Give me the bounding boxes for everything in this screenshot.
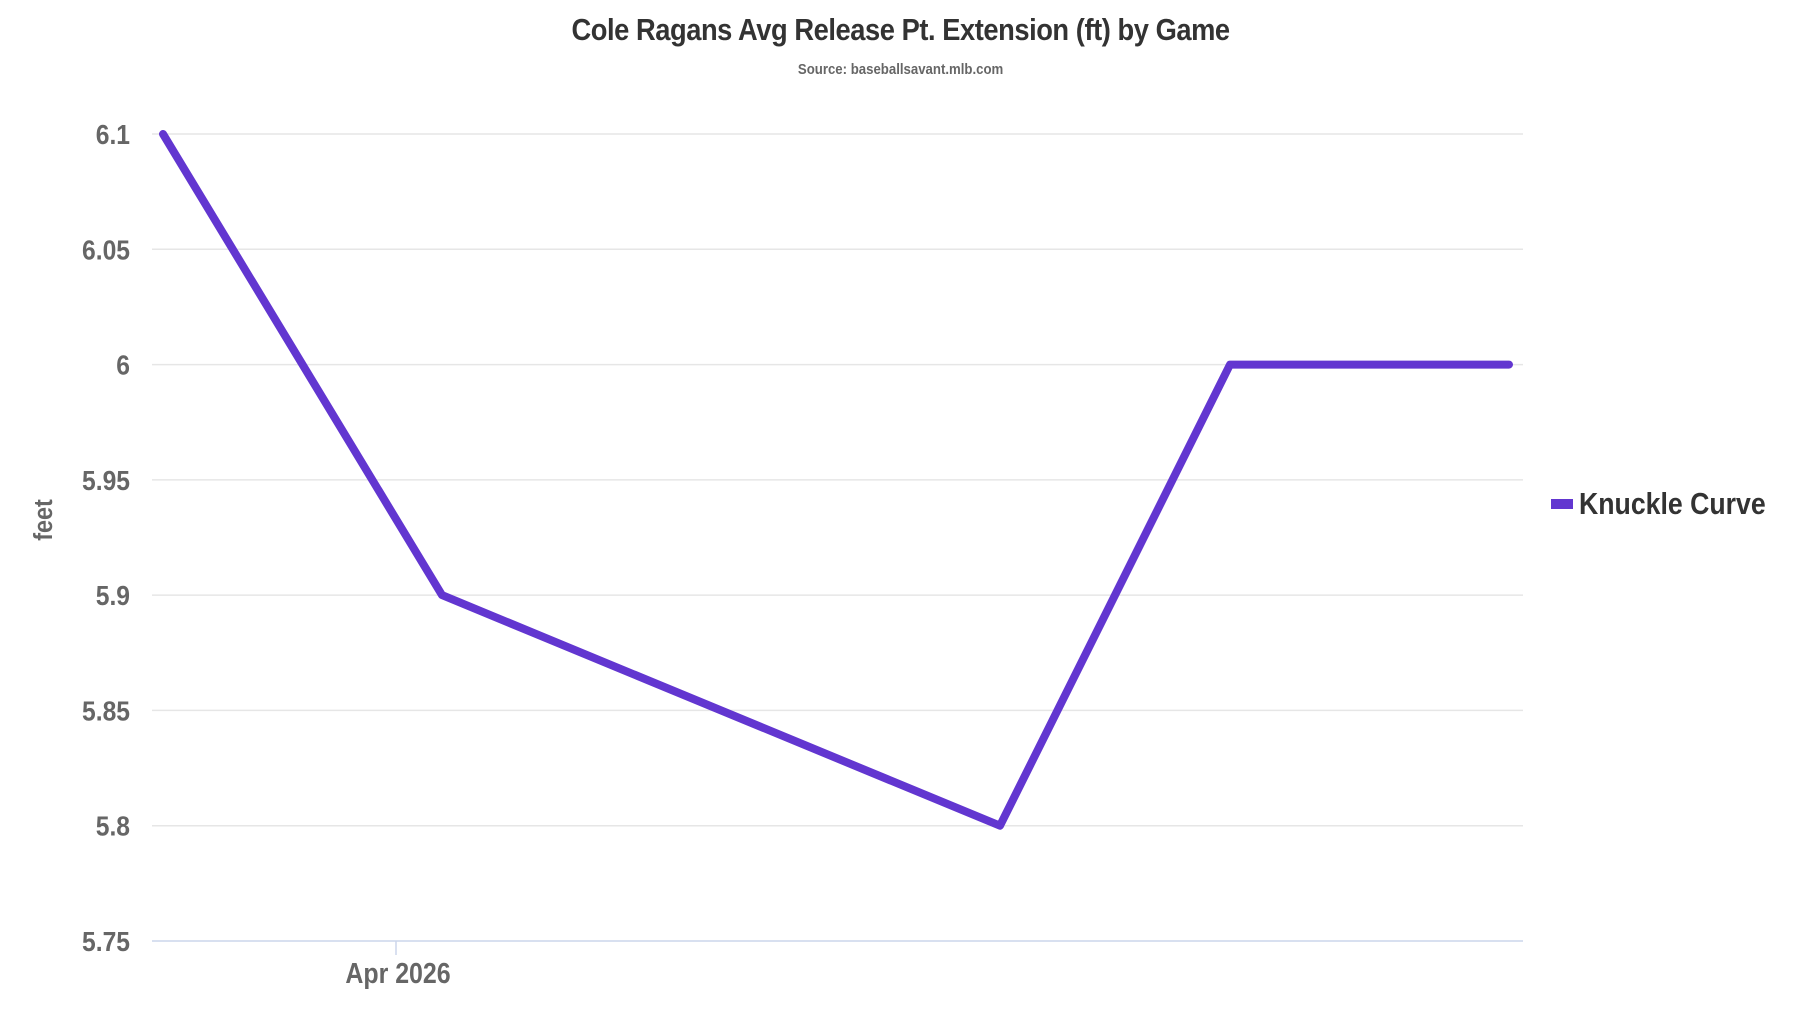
legend-item-knuckle-curve[interactable]: Knuckle Curve [1551,486,1796,522]
legend: Knuckle Curve [1551,486,1796,522]
y-tick-label: 5.95 [82,464,130,496]
y-tick-label: 6.1 [96,119,130,151]
y-tick-label: 6 [116,349,130,381]
chart-title: Cole Ragans Avg Release Pt. Extension (f… [571,12,1231,47]
y-tick-label: 6.05 [82,234,130,266]
chart-subtitle: Source: baseballsavant.mlb.com [797,61,1004,78]
x-tick-label: Apr 2026 [345,957,450,989]
y-tick-label: 5.85 [82,695,130,727]
y-axis-labels: 5.75 5.8 5.85 5.9 5.95 6 6.05 6.1 [82,119,130,958]
series-line-knuckle-curve[interactable] [159,130,1513,830]
legend-label: Knuckle Curve [1579,486,1766,521]
y-tick-label: 5.8 [96,810,130,842]
y-tick-label: 5.75 [82,926,130,958]
legend-swatch-icon [1551,499,1573,509]
grid-lines [152,133,1523,827]
y-axis-title: feet [30,499,58,541]
y-tick-label: 5.9 [96,580,130,612]
